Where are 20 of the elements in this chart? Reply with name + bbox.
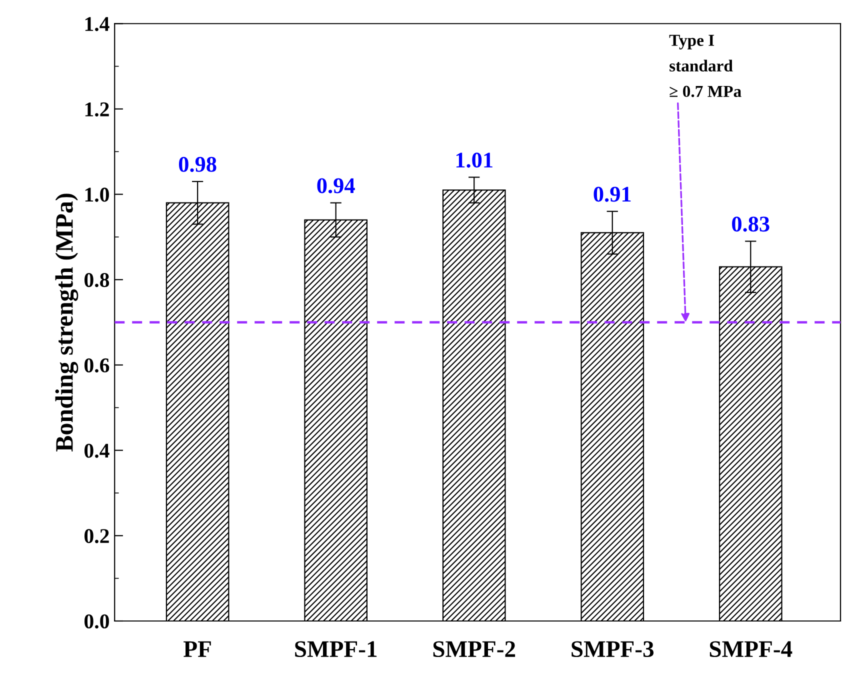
y-tick-label: 0.0 bbox=[84, 614, 109, 629]
x-tick-label: SMPF-3 bbox=[572, 641, 654, 658]
data-label: 0.83 bbox=[732, 216, 770, 232]
y-tick-label: 0.2 bbox=[84, 529, 109, 544]
y-axis-title: Bonding strength (MPa) bbox=[55, 194, 78, 452]
y-tick-label: 1.2 bbox=[85, 102, 109, 116]
y-tick-label: 0.6 bbox=[84, 358, 110, 373]
y-tick-label: 1.0 bbox=[85, 188, 109, 202]
data-label: 0.98 bbox=[178, 156, 216, 172]
data-label: 1.01 bbox=[456, 152, 492, 168]
y-tick-label: 0.8 bbox=[84, 273, 110, 288]
x-tick-label: SMPF-2 bbox=[433, 641, 516, 658]
data-label: 0.91 bbox=[594, 186, 631, 202]
x-tick-label: SMPF-1 bbox=[295, 641, 377, 658]
y-tick-label: 0.4 bbox=[84, 444, 110, 458]
x-tick-label: PF bbox=[184, 641, 211, 657]
y-tick-label: 1.4 bbox=[85, 17, 110, 32]
ref-line-label: Type I standard ≥ 0.7 MPa bbox=[669, 34, 742, 98]
data-label: 0.94 bbox=[317, 178, 355, 194]
x-tick-label: SMPF-4 bbox=[710, 641, 792, 658]
